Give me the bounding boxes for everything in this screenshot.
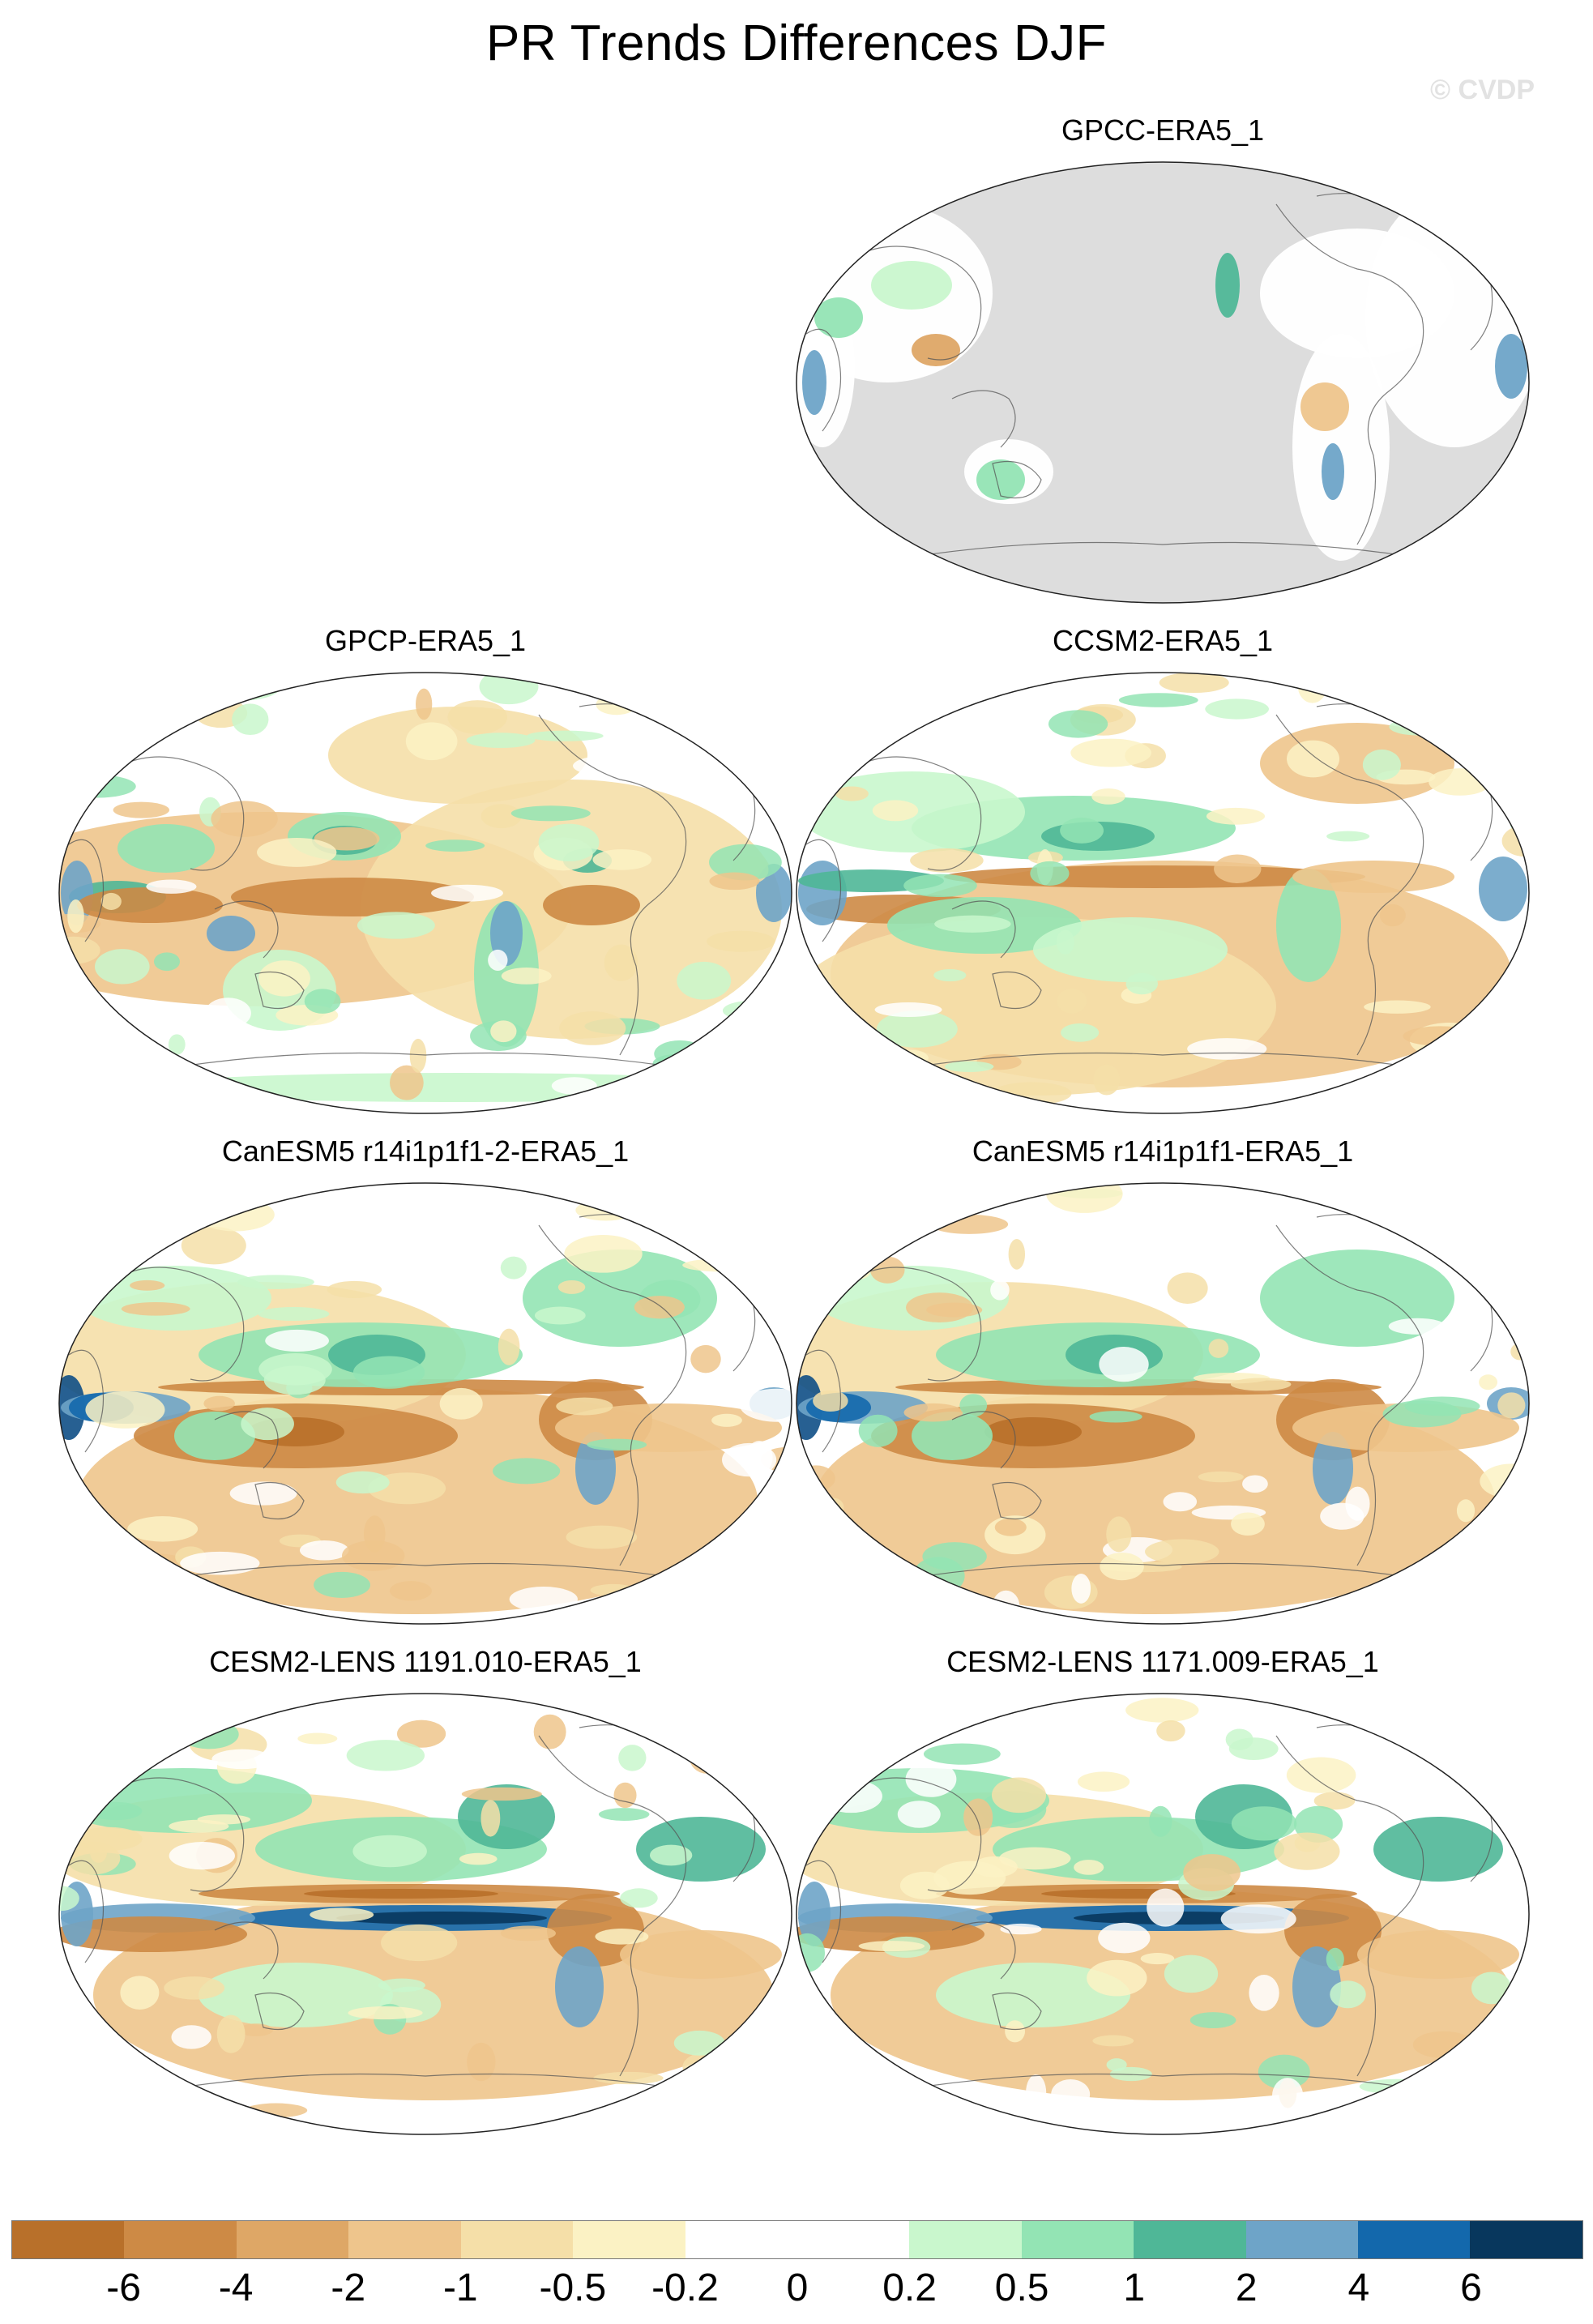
colorbar-swatch bbox=[909, 2221, 1022, 2258]
map-canesm5 bbox=[796, 1182, 1530, 1625]
colorbar-tick-label: 0.5 bbox=[994, 2266, 1049, 2309]
map-panel-cesm2-1171: CESM2-LENS 1171.009-ERA5_1 bbox=[790, 1645, 1535, 2143]
colorbar-tick-label: -4 bbox=[218, 2266, 254, 2309]
colorbar-tick-label: -1 bbox=[442, 2266, 478, 2309]
colorbar-swatch bbox=[685, 2221, 797, 2258]
map-cesm2-1171 bbox=[796, 1693, 1530, 2135]
colorbar-swatch bbox=[12, 2221, 125, 2258]
map-panel-ccsm2: CCSM2-ERA5_1 bbox=[790, 624, 1535, 1122]
figure-title: PR Trends Differences DJF bbox=[486, 15, 1107, 71]
colorbar-tick-label: -2 bbox=[331, 2266, 366, 2309]
map-gpcc bbox=[796, 161, 1530, 604]
panel-title: GPCP-ERA5_1 bbox=[324, 624, 527, 657]
panel-title: CCSM2-ERA5_1 bbox=[1052, 624, 1274, 657]
colorbar-swatch bbox=[460, 2221, 574, 2258]
map-panel-gpcc: GPCC-ERA5_1 bbox=[790, 113, 1535, 612]
colorbar-swatch bbox=[236, 2221, 349, 2258]
colorbar-swatch bbox=[796, 2221, 910, 2258]
colorbar-labels: -6 -4 -2 -1 -0.5 -0.2 0 0.2 0.5 1 2 4 6 bbox=[11, 2266, 1583, 2314]
colorbar-tick-label: -6 bbox=[106, 2266, 141, 2309]
colorbar-tick-label: 1 bbox=[1123, 2266, 1146, 2309]
colorbar-tick-label: -0.2 bbox=[651, 2266, 719, 2309]
colorbar-tick-label: 0 bbox=[786, 2266, 809, 2309]
map-canesm5-2 bbox=[58, 1182, 792, 1625]
colorbar-swatch bbox=[1134, 2221, 1246, 2258]
colorbar-tick-label: 2 bbox=[1235, 2266, 1258, 2309]
map-panel-canesm5: CanESM5 r14i1p1f1-ERA5_1 bbox=[790, 1134, 1535, 1633]
map-cesm2-1191 bbox=[58, 1693, 792, 2135]
cvdp-watermark: © CVDP bbox=[1430, 75, 1535, 105]
map-panel-gpcp: GPCP-ERA5_1 bbox=[53, 624, 798, 1122]
colorbar-tick-label: 4 bbox=[1347, 2266, 1370, 2309]
colorbar-swatch bbox=[348, 2221, 461, 2258]
panel-title: CESM2-LENS 1191.010-ERA5_1 bbox=[209, 1645, 642, 1678]
colorbar-swatch bbox=[124, 2221, 237, 2258]
panel-title: CanESM5 r14i1p1f1-ERA5_1 bbox=[972, 1134, 1354, 1168]
colorbar-swatch bbox=[1245, 2221, 1359, 2258]
colorbar-swatch bbox=[1021, 2221, 1134, 2258]
colorbar-swatch bbox=[1470, 2221, 1582, 2258]
map-panel-canesm5-2: CanESM5 r14i1p1f1-2-ERA5_1 bbox=[53, 1134, 798, 1633]
colorbar-swatch bbox=[1358, 2221, 1471, 2258]
panel-title: CanESM5 r14i1p1f1-2-ERA5_1 bbox=[221, 1134, 630, 1168]
map-ccsm2 bbox=[796, 672, 1530, 1114]
colorbar-tick-label: 6 bbox=[1460, 2266, 1482, 2309]
colorbar bbox=[11, 2220, 1583, 2259]
map-panel-cesm2-1191: CESM2-LENS 1191.010-ERA5_1 bbox=[53, 1645, 798, 2143]
panel-title: GPCC-ERA5_1 bbox=[1061, 113, 1265, 147]
colorbar-swatch bbox=[573, 2221, 685, 2258]
colorbar-tick-label: 0.2 bbox=[882, 2266, 937, 2309]
panel-title: CESM2-LENS 1171.009-ERA5_1 bbox=[946, 1645, 1379, 1678]
map-gpcp bbox=[58, 672, 792, 1114]
colorbar-tick-label: -0.5 bbox=[539, 2266, 607, 2309]
